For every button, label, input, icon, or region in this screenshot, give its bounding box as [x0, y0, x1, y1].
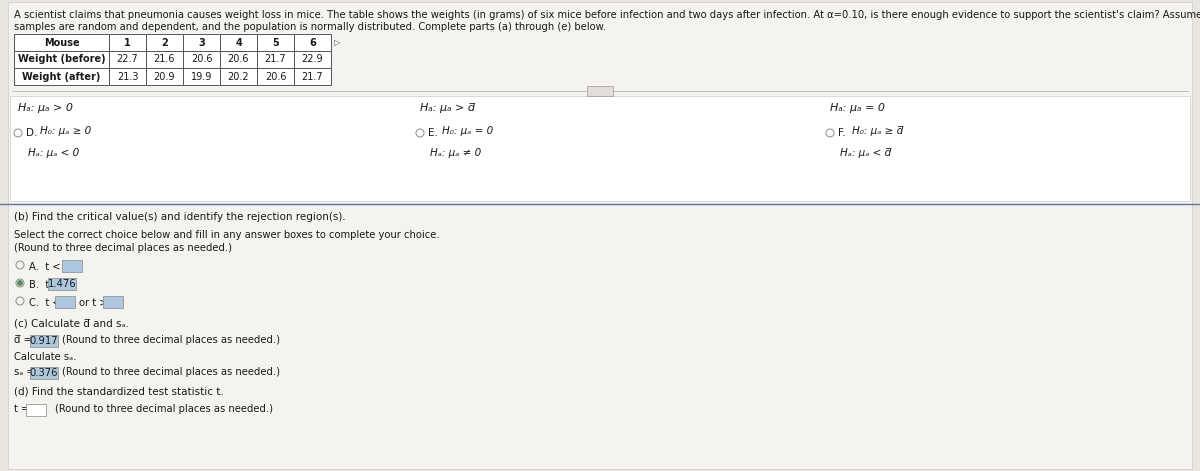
- Text: Hₐ: μₐ > 0: Hₐ: μₐ > 0: [18, 103, 73, 113]
- Bar: [14, 34, 109, 51]
- Text: 19.9: 19.9: [191, 72, 212, 81]
- Bar: [257, 51, 294, 68]
- Bar: [182, 34, 220, 51]
- Text: 3: 3: [198, 38, 205, 48]
- Text: C.  t <: C. t <: [29, 298, 61, 308]
- Text: 20.9: 20.9: [154, 72, 175, 81]
- Text: (Round to three decimal places as needed.): (Round to three decimal places as needed…: [62, 367, 280, 377]
- Bar: [10, 96, 1190, 201]
- Bar: [62, 260, 82, 272]
- Text: d̅ =: d̅ =: [14, 335, 32, 345]
- Text: (Round to three decimal places as needed.): (Round to three decimal places as needed…: [14, 243, 232, 253]
- Text: 20.2: 20.2: [228, 72, 250, 81]
- Text: Mouse: Mouse: [43, 38, 79, 48]
- Bar: [294, 51, 331, 68]
- Bar: [294, 68, 331, 85]
- Text: F.: F.: [838, 128, 846, 138]
- Text: 21.7: 21.7: [265, 55, 287, 65]
- Text: 6: 6: [310, 38, 316, 48]
- Text: 21.7: 21.7: [301, 72, 323, 81]
- Circle shape: [18, 281, 22, 285]
- Bar: [109, 34, 146, 51]
- Text: 2: 2: [161, 38, 168, 48]
- Bar: [109, 68, 146, 85]
- Text: ...: ...: [596, 88, 604, 94]
- Bar: [294, 34, 331, 51]
- Text: Weight (after): Weight (after): [23, 72, 101, 81]
- Bar: [257, 34, 294, 51]
- Text: 0.917: 0.917: [30, 336, 59, 346]
- Text: Hₐ: μₐ ≠ 0: Hₐ: μₐ ≠ 0: [430, 148, 481, 158]
- Text: A scientist claims that pneumonia causes weight loss in mice. The table shows th: A scientist claims that pneumonia causes…: [14, 10, 1200, 20]
- Text: Hₐ: μₐ > d̅: Hₐ: μₐ > d̅: [420, 103, 475, 113]
- Text: 0.376: 0.376: [30, 368, 59, 378]
- Text: H₀: μₐ ≥ d̅: H₀: μₐ ≥ d̅: [852, 126, 904, 136]
- Text: (Round to three decimal places as needed.): (Round to three decimal places as needed…: [62, 335, 280, 345]
- Text: (b) Find the critical value(s) and identify the rejection region(s).: (b) Find the critical value(s) and ident…: [14, 212, 346, 222]
- Bar: [26, 404, 46, 416]
- Bar: [220, 34, 257, 51]
- Text: 5: 5: [272, 38, 278, 48]
- Text: 21.3: 21.3: [116, 72, 138, 81]
- Text: H₀: μₐ ≥ 0: H₀: μₐ ≥ 0: [40, 126, 91, 136]
- Text: t =: t =: [14, 404, 29, 414]
- Text: 20.6: 20.6: [265, 72, 287, 81]
- Text: (c) Calculate d̅ and sₐ.: (c) Calculate d̅ and sₐ.: [14, 318, 128, 328]
- Text: Hₐ: μₐ = 0: Hₐ: μₐ = 0: [830, 103, 886, 113]
- Bar: [14, 68, 109, 85]
- Text: Hₐ: μₐ < 0: Hₐ: μₐ < 0: [28, 148, 79, 158]
- Bar: [182, 68, 220, 85]
- Text: 20.6: 20.6: [191, 55, 212, 65]
- Text: ▷: ▷: [334, 38, 341, 47]
- Bar: [14, 51, 109, 68]
- Text: or t >: or t >: [79, 298, 108, 308]
- Bar: [109, 51, 146, 68]
- Bar: [146, 68, 182, 85]
- Bar: [146, 51, 182, 68]
- Text: 22.7: 22.7: [116, 55, 138, 65]
- Text: 4: 4: [235, 38, 242, 48]
- Bar: [30, 335, 58, 347]
- Bar: [587, 86, 613, 96]
- Text: E.: E.: [428, 128, 438, 138]
- Text: (d) Find the standardized test statistic t.: (d) Find the standardized test statistic…: [14, 387, 223, 397]
- Text: 22.9: 22.9: [301, 55, 323, 65]
- Text: 1: 1: [124, 38, 131, 48]
- Text: Hₐ: μₐ < d̅: Hₐ: μₐ < d̅: [840, 148, 892, 158]
- Bar: [55, 296, 74, 308]
- Text: sₐ =: sₐ =: [14, 367, 35, 377]
- Bar: [220, 68, 257, 85]
- Text: 20.6: 20.6: [228, 55, 250, 65]
- Bar: [146, 34, 182, 51]
- Text: H₀: μₐ = 0: H₀: μₐ = 0: [442, 126, 493, 136]
- Text: Select the correct choice below and fill in any answer boxes to complete your ch: Select the correct choice below and fill…: [14, 230, 439, 240]
- Text: samples are random and dependent, and the population is normally distributed. Co: samples are random and dependent, and th…: [14, 22, 606, 32]
- Text: D.: D.: [26, 128, 37, 138]
- Text: 21.6: 21.6: [154, 55, 175, 65]
- Bar: [30, 367, 58, 379]
- Bar: [182, 51, 220, 68]
- Bar: [103, 296, 124, 308]
- Bar: [48, 278, 76, 290]
- Bar: [220, 51, 257, 68]
- Text: Weight (before): Weight (before): [18, 55, 106, 65]
- Text: A.  t <: A. t <: [29, 262, 60, 272]
- Text: B.  t >: B. t >: [29, 280, 61, 290]
- Text: 1.476: 1.476: [48, 279, 77, 289]
- Text: (Round to three decimal places as needed.): (Round to three decimal places as needed…: [55, 404, 274, 414]
- Bar: [257, 68, 294, 85]
- Text: Calculate sₐ.: Calculate sₐ.: [14, 352, 77, 362]
